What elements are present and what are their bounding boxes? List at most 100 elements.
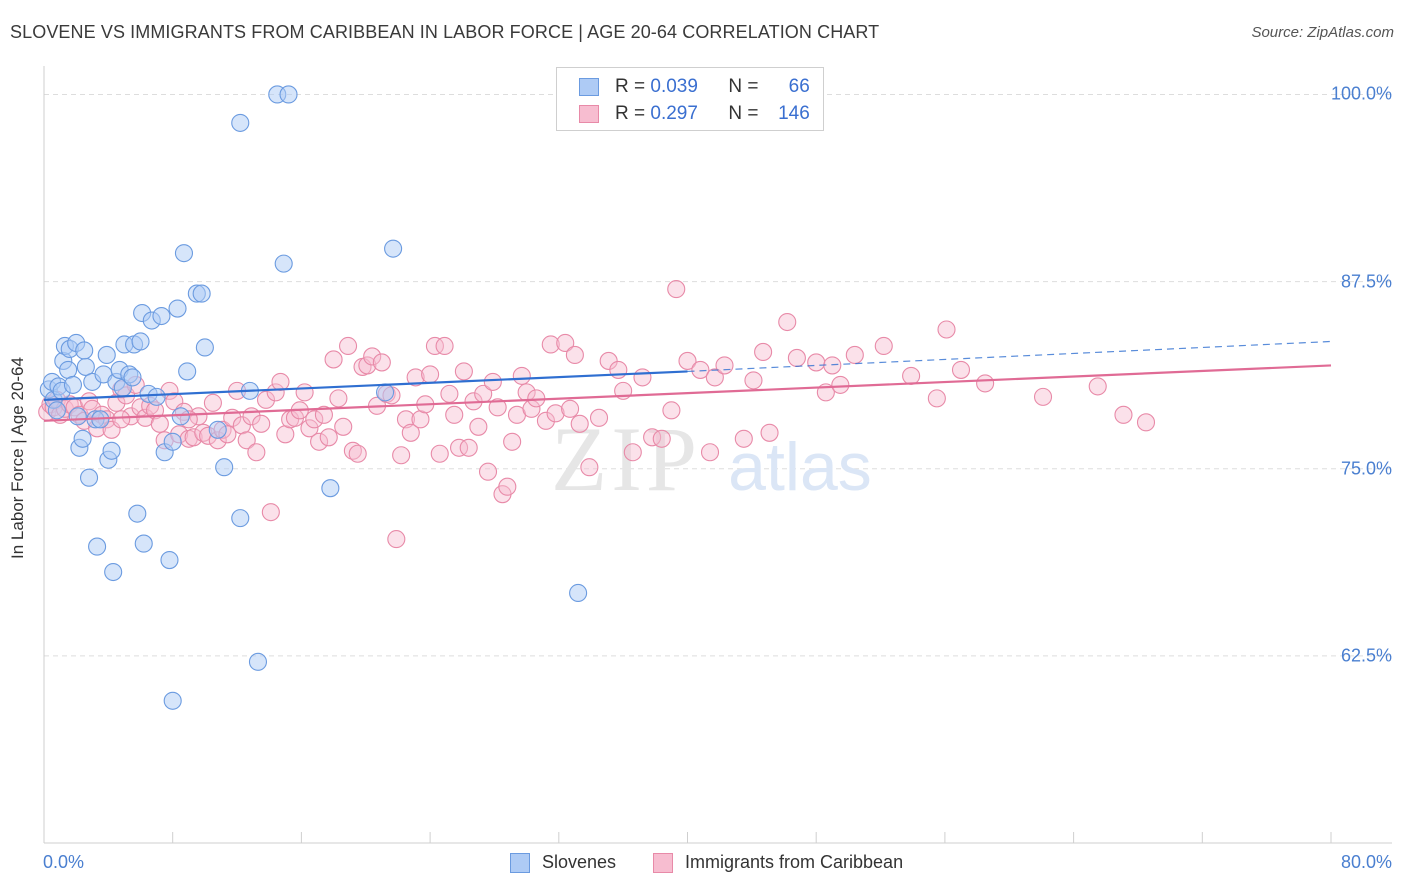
y-axis-label: In Labor Force | Age 20-64 bbox=[8, 357, 27, 559]
blue-point bbox=[321, 479, 340, 498]
legend-n-label: N = bbox=[728, 76, 759, 97]
y-tick-label: 62.5% bbox=[1340, 645, 1392, 666]
pink-point bbox=[536, 411, 555, 430]
pink-point bbox=[358, 356, 377, 375]
pink-point bbox=[266, 383, 285, 402]
x-tick-min: 0.0% bbox=[43, 852, 85, 872]
pink-point bbox=[334, 417, 353, 436]
blue-trend-line bbox=[43, 370, 688, 401]
blue-point bbox=[569, 583, 588, 603]
blue-point bbox=[75, 341, 94, 360]
blue-point bbox=[63, 375, 83, 394]
pink-point bbox=[565, 345, 584, 364]
pink-swatch bbox=[579, 105, 599, 123]
pink-point bbox=[561, 399, 580, 418]
blue-point bbox=[134, 534, 153, 553]
pink-point bbox=[1088, 377, 1107, 396]
pink-point bbox=[902, 366, 921, 385]
pink-point bbox=[247, 443, 266, 462]
pink-point bbox=[343, 441, 362, 460]
pink-point bbox=[937, 320, 956, 339]
pink-point bbox=[363, 347, 382, 366]
blue-point bbox=[160, 551, 179, 570]
pink-point bbox=[874, 336, 893, 356]
pink-point bbox=[450, 438, 469, 457]
watermark-zip: ZIP bbox=[551, 408, 701, 510]
pink-point bbox=[300, 419, 319, 438]
pink-point bbox=[652, 429, 671, 448]
pink-point bbox=[700, 443, 720, 462]
pink-point bbox=[329, 389, 348, 408]
pink-point bbox=[237, 431, 256, 450]
pink-point bbox=[760, 423, 779, 442]
pink-point bbox=[831, 375, 850, 394]
blue-point bbox=[59, 360, 78, 379]
pink-point bbox=[845, 345, 864, 364]
blue-point bbox=[73, 429, 92, 448]
legend-r-label-2: R = bbox=[615, 103, 646, 124]
pink-point bbox=[599, 351, 618, 370]
axes bbox=[43, 66, 1392, 844]
pink-point bbox=[589, 408, 609, 427]
pink-point bbox=[503, 432, 522, 451]
pink-point bbox=[107, 393, 126, 412]
pink-point bbox=[184, 428, 203, 447]
blue-series-points bbox=[39, 85, 588, 710]
blue-point bbox=[68, 407, 87, 426]
pink-point bbox=[715, 356, 734, 375]
legend-pink-r: 0.297 bbox=[650, 103, 698, 124]
bottom-legend-pink: Immigrants from Caribbean bbox=[653, 852, 903, 873]
blue-point bbox=[163, 432, 182, 451]
pink-point bbox=[469, 417, 488, 436]
pink-point bbox=[411, 410, 430, 429]
pink-point bbox=[319, 428, 338, 447]
pink-point bbox=[754, 342, 773, 362]
pink-point bbox=[927, 389, 946, 408]
pink-point bbox=[556, 333, 575, 353]
pink-point bbox=[488, 398, 507, 417]
pink-point bbox=[459, 438, 478, 457]
pink-point bbox=[387, 530, 406, 549]
pink-point bbox=[807, 353, 826, 372]
blue-point bbox=[248, 652, 268, 671]
pink-point bbox=[580, 458, 599, 477]
pink-point bbox=[623, 443, 642, 462]
blue-point bbox=[174, 244, 194, 263]
pink-point bbox=[261, 503, 280, 522]
blue-point bbox=[168, 299, 187, 318]
pink-point bbox=[445, 405, 464, 424]
pink-point bbox=[339, 336, 358, 356]
pink-point bbox=[406, 368, 425, 387]
pink-point bbox=[112, 410, 131, 429]
pink-point bbox=[976, 374, 995, 393]
pink-point bbox=[396, 410, 416, 429]
legend-r-label: R = bbox=[615, 76, 646, 97]
pink-point bbox=[314, 405, 333, 424]
pink-point bbox=[662, 401, 681, 420]
blue-point bbox=[178, 362, 197, 381]
y-tick-label: 87.5% bbox=[1340, 271, 1392, 292]
pink-point bbox=[392, 446, 411, 465]
pink-point bbox=[425, 336, 444, 356]
pink-point bbox=[252, 414, 271, 433]
pink-point bbox=[705, 368, 724, 387]
source-label: Source: ZipAtlas.com bbox=[1251, 24, 1394, 41]
pink-point bbox=[778, 312, 797, 332]
pink-point bbox=[512, 366, 531, 385]
blue-point bbox=[163, 691, 182, 710]
bottom-legend-blue: Slovenes bbox=[510, 852, 616, 873]
pink-point bbox=[150, 414, 169, 433]
legend-pink-n: 146 bbox=[778, 103, 810, 124]
pink-trend-line bbox=[43, 364, 1332, 422]
pink-point bbox=[667, 280, 686, 299]
x-tick-max: 80.0% bbox=[1340, 852, 1392, 872]
blue-point bbox=[195, 338, 214, 357]
chart-title: SLOVENE VS IMMIGRANTS FROM CARIBBEAN IN … bbox=[10, 22, 880, 42]
pink-point bbox=[951, 360, 971, 379]
legend-row-blue: R = 0.039 N = 66 bbox=[579, 75, 810, 99]
legend-row-pink: R = 0.297 N = 146 bbox=[579, 102, 810, 126]
bottom-blue-label: Slovenes bbox=[542, 852, 617, 872]
y-tick-label: 100.0% bbox=[1330, 83, 1392, 104]
blue-point bbox=[88, 537, 107, 556]
